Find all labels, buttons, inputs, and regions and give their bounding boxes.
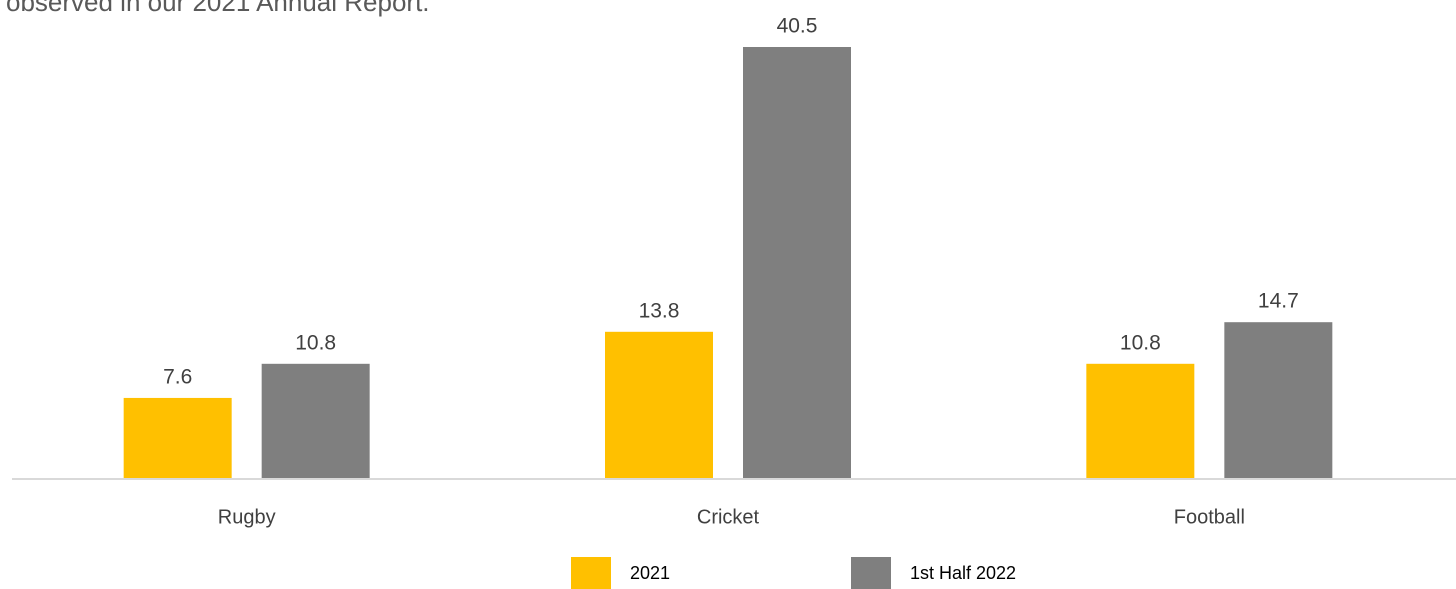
bar <box>1086 363 1195 479</box>
data-label: 14.7 <box>1258 290 1299 313</box>
x-tick-label: Rugby <box>218 506 276 528</box>
x-tick-label: Cricket <box>697 506 760 528</box>
bar <box>605 331 713 479</box>
data-label: 40.5 <box>777 15 818 38</box>
x-tick-label: Football <box>1174 506 1245 528</box>
data-label: 7.6 <box>163 365 192 388</box>
bar <box>743 47 851 479</box>
caption-text: observed in our 2021 Annual Report. <box>6 0 430 17</box>
bar <box>261 363 370 479</box>
data-label: 10.8 <box>295 331 336 354</box>
data-label: 13.8 <box>639 299 680 322</box>
legend-swatch <box>571 557 611 589</box>
legend-swatch <box>851 557 891 589</box>
bar <box>123 397 232 479</box>
legend-label: 2021 <box>630 563 670 583</box>
bar <box>1224 322 1333 479</box>
legend-label: 1st Half 2022 <box>910 563 1016 583</box>
data-label: 10.8 <box>1120 331 1161 354</box>
